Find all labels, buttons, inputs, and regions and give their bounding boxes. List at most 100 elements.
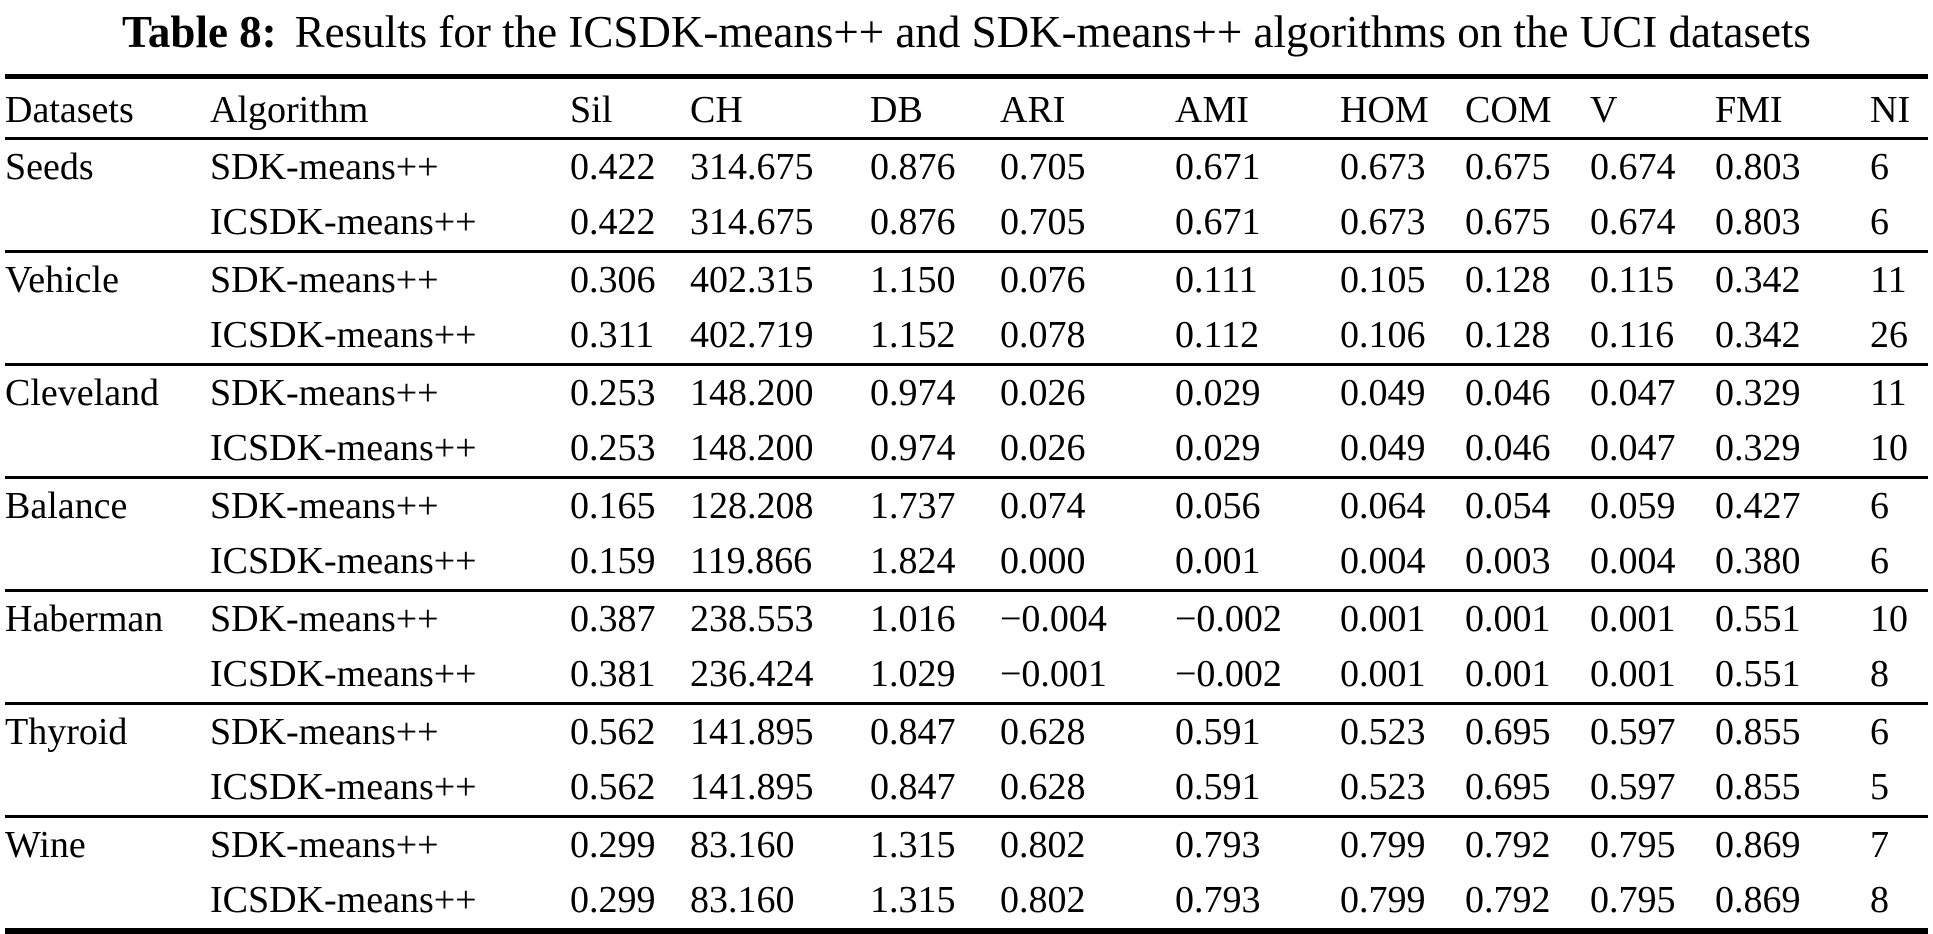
cell-algorithm: ICSDK-means++ [210,427,477,469]
cell-value: 0.628 [1000,766,1086,808]
cell-value: 0.116 [1590,314,1675,356]
cell-dataset: Wine [5,824,86,866]
cell-value: 83.160 [690,824,795,866]
cell-value: 141.895 [690,711,814,753]
col-header-hom: HOM [1340,88,1429,131]
cell-value: 0.111 [1175,259,1258,301]
cell-value: 26 [1870,314,1908,356]
cell-dataset: Thyroid [5,711,128,753]
cell-algorithm: ICSDK-means++ [210,766,477,808]
cell-dataset [5,308,210,365]
cell-value: 0.029 [1175,372,1261,414]
cell-value: −0.001 [1000,653,1107,695]
cell-value: 0.876 [870,146,956,188]
cell-value: −0.002 [1175,653,1282,695]
cell-value: 0.306 [570,259,656,301]
table-row: ICSDK-means++ 0.299 83.160 1.315 0.802 0.793 0… [5,873,1928,931]
cell-value: 0.329 [1715,427,1801,469]
cell-algorithm: ICSDK-means++ [210,540,477,582]
cell-value: 0.705 [1000,201,1086,243]
cell-value: 1.315 [870,824,956,866]
cell-value: 0.855 [1715,766,1801,808]
cell-value: 0.562 [570,766,656,808]
dataset-group: Thyroid SDK-means++ 0.562 141.895 0.847 0.628… [5,703,1928,816]
cell-value: 0.803 [1715,146,1801,188]
cell-value: 0.847 [870,766,956,808]
table-row: Vehicle SDK-means++ 0.306 402.315 1.150 0.076… [5,251,1928,308]
cell-value: 0.802 [1000,879,1086,921]
table-row: ICSDK-means++ 0.311 402.719 1.152 0.078 0.112… [5,308,1928,365]
cell-value: 0.159 [570,540,656,582]
cell-value: 1.315 [870,879,956,921]
cell-value: 1.152 [870,314,956,356]
cell-value: 0.869 [1715,879,1801,921]
cell-value: 0.004 [1340,540,1426,582]
cell-dataset: Seeds [5,146,94,188]
cell-value: 0.799 [1340,879,1426,921]
table-row: Thyroid SDK-means++ 0.562 141.895 0.847 0.628… [5,703,1928,760]
cell-value: 1.150 [870,259,956,301]
cell-algorithm: ICSDK-means++ [210,653,477,695]
cell-value: 0.106 [1340,314,1426,356]
cell-value: 0.342 [1715,259,1801,301]
cell-algorithm: ICSDK-means++ [210,314,477,356]
table-header: Datasets Algorithm Sil CH DB ARI AMI HOM… [5,76,1928,138]
cell-dataset: Cleveland [5,372,160,414]
cell-dataset [5,421,210,478]
cell-value: 0.793 [1175,879,1261,921]
cell-value: 0.869 [1715,824,1801,866]
cell-value: 0.001 [1340,653,1426,695]
cell-value: 236.424 [690,653,814,695]
table-row: Cleveland SDK-means++ 0.253 148.200 0.974 0.0… [5,364,1928,421]
header-row: Datasets Algorithm Sil CH DB ARI AMI HOM… [5,76,1928,138]
col-header-com: COM [1465,88,1552,131]
col-header-algorithm: Algorithm [210,88,369,131]
cell-value: 0.115 [1590,259,1675,301]
cell-value: 0.523 [1340,711,1426,753]
cell-value: 0.253 [570,427,656,469]
cell-value: 0.074 [1000,485,1086,527]
cell-value: 119.866 [690,540,813,582]
cell-value: 0.054 [1465,485,1551,527]
cell-dataset: Balance [5,485,128,527]
cell-value: 0.253 [570,372,656,414]
cell-value: 0.311 [570,314,655,356]
cell-value: 0.795 [1590,879,1676,921]
dataset-group: Balance SDK-means++ 0.165 128.208 1.737 0.074… [5,477,1928,590]
cell-value: 0.128 [1465,259,1551,301]
cell-value: 0.855 [1715,711,1801,753]
dataset-group: Vehicle SDK-means++ 0.306 402.315 1.150 0.076… [5,251,1928,364]
cell-value: 0.671 [1175,201,1261,243]
cell-value: 0.628 [1000,711,1086,753]
cell-value: 0.047 [1590,372,1676,414]
cell-value: 0.591 [1175,711,1261,753]
cell-value: 0.597 [1590,766,1676,808]
cell-value: 0.003 [1465,540,1551,582]
cell-value: 1.737 [870,485,956,527]
cell-value: 0.112 [1175,314,1260,356]
cell-value: 238.553 [690,598,814,640]
cell-value: 402.719 [690,314,814,356]
cell-value: 0.674 [1590,201,1676,243]
cell-value: 0.064 [1340,485,1426,527]
cell-value: 0.793 [1175,824,1261,866]
cell-value: 0.029 [1175,427,1261,469]
cell-value: 0.299 [570,824,656,866]
cell-value: 0.695 [1465,766,1551,808]
cell-value: 0.422 [570,201,656,243]
cell-value: −0.004 [1000,598,1107,640]
cell-value: 128.208 [690,485,814,527]
cell-value: 6 [1870,201,1889,243]
cell-value: 8 [1870,653,1889,695]
table-row: Balance SDK-means++ 0.165 128.208 1.737 0.074… [5,477,1928,534]
col-header-db: DB [870,88,923,131]
cell-value: 0.695 [1465,711,1551,753]
cell-value: 0.078 [1000,314,1086,356]
cell-value: 7 [1870,824,1889,866]
cell-algorithm: ICSDK-means++ [210,879,477,921]
table-caption-text: Results for the ICSDK-means++ and SDK-me… [294,7,1811,57]
dataset-group: Cleveland SDK-means++ 0.253 148.200 0.974 0.0… [5,364,1928,477]
col-header-ami: AMI [1175,88,1249,131]
cell-value: 0.792 [1465,824,1551,866]
cell-value: 148.200 [690,427,814,469]
